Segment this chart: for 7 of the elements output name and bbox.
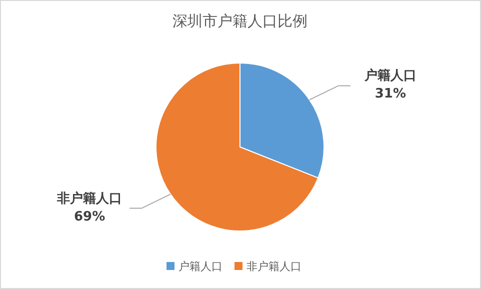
slice-label: 非户籍人口 (56, 190, 122, 206)
slice-label: 户籍人口 (363, 68, 416, 84)
legend-label: 非户籍人口 (246, 260, 302, 273)
data-label: 69% (74, 209, 106, 224)
chart-title: 深圳市户籍人口比例 (172, 12, 308, 30)
legend-label: 户籍人口 (178, 260, 222, 273)
data-label: 31% (374, 86, 406, 102)
